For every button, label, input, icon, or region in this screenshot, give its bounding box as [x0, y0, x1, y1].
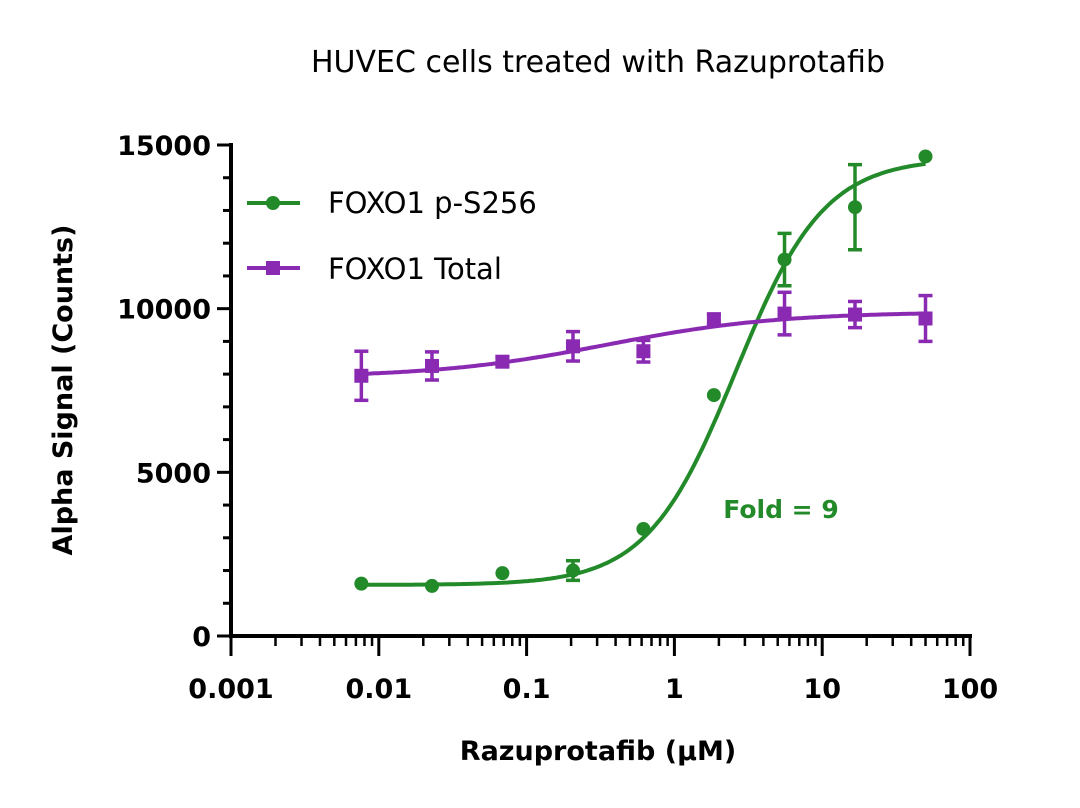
data-point-total — [565, 339, 580, 354]
data-point-phospho — [706, 388, 721, 403]
data-point-total — [848, 307, 863, 322]
data-point-phospho — [918, 149, 933, 164]
legend-marker-circle — [266, 196, 280, 210]
data-point-phospho — [848, 200, 863, 215]
y-tick-label: 10000 — [117, 295, 211, 326]
chart-title: HUVEC cells treated with Razuprotafib — [311, 45, 885, 80]
x-tick-label: 0.1 — [503, 674, 551, 705]
legend-label-total: FOXO1 Total — [328, 252, 502, 286]
data-point-total — [424, 358, 439, 373]
legend: FOXO1 p-S256 FOXO1 Total — [247, 186, 537, 286]
data-point-total — [706, 312, 721, 327]
data-points — [354, 149, 933, 593]
data-point-total — [918, 311, 933, 326]
data-point-total — [495, 354, 510, 369]
fold-annotation: Fold = 9 — [723, 495, 838, 524]
fit-curves — [361, 161, 926, 587]
data-point-total — [636, 344, 651, 359]
data-point-phospho — [495, 566, 510, 581]
fit-curve-total — [361, 311, 926, 376]
x-axis-label: Razuprotafib (µM) — [460, 736, 736, 767]
x-tick-label: 0.01 — [345, 674, 412, 705]
data-point-total — [777, 306, 792, 321]
data-point-phospho — [636, 521, 651, 536]
data-point-phospho — [777, 252, 792, 267]
legend-marker-square — [266, 261, 280, 275]
x-tick-label: 100 — [942, 674, 998, 705]
axes: 0 5000 10000 15000 0.001 0.01 0.1 1 10 100 — [117, 131, 998, 705]
data-point-total — [354, 368, 369, 383]
y-tick-label: 15000 — [117, 131, 211, 162]
x-tick-label: 10 — [803, 674, 841, 705]
data-point-phospho — [424, 578, 439, 593]
y-tick-label: 5000 — [136, 458, 211, 489]
x-tick-label: 1 — [665, 674, 684, 705]
legend-label-phospho: FOXO1 p-S256 — [328, 186, 537, 220]
fit-curve-phospho — [361, 161, 926, 587]
data-point-phospho — [565, 563, 580, 578]
y-axis-label: Alpha Signal (Counts) — [48, 225, 79, 556]
y-tick-label: 0 — [192, 622, 211, 653]
data-point-phospho — [354, 576, 369, 591]
x-tick-label: 0.001 — [188, 674, 273, 705]
